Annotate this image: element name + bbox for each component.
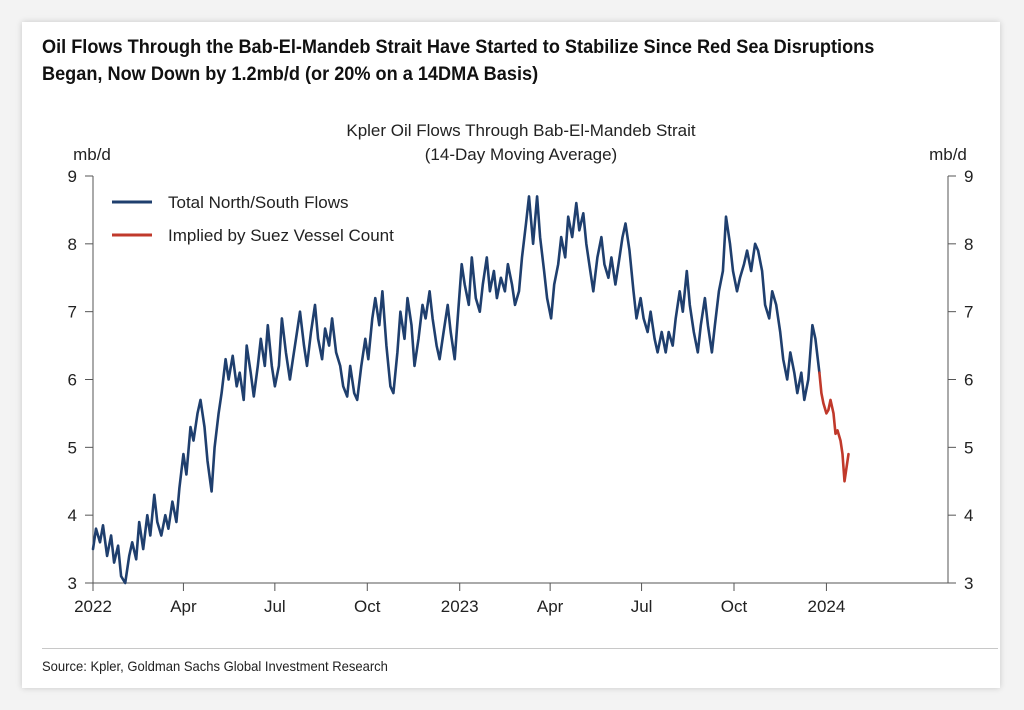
x-tick-label: Oct bbox=[354, 597, 381, 616]
y-tick-label-left: 3 bbox=[68, 574, 77, 593]
y-tick-label-left: 4 bbox=[68, 506, 77, 525]
y-tick-label-right: 3 bbox=[964, 574, 973, 593]
y-tick-label-left: 9 bbox=[68, 167, 77, 186]
y-tick-label-left: 6 bbox=[68, 371, 77, 390]
x-tick-label: 2022 bbox=[74, 597, 112, 616]
y-tick-label-right: 4 bbox=[964, 506, 973, 525]
y-axis-label-right: mb/d bbox=[929, 145, 967, 164]
y-tick-label-right: 7 bbox=[964, 303, 973, 322]
x-tick-label: Oct bbox=[721, 597, 748, 616]
x-tick-label: Apr bbox=[537, 597, 564, 616]
x-tick-label: Jul bbox=[264, 597, 286, 616]
chart-card: Oil Flows Through the Bab-El-Mandeb Stra… bbox=[22, 22, 1000, 688]
chart-subtitle: (14-Day Moving Average) bbox=[425, 145, 617, 164]
y-tick-label-right: 5 bbox=[964, 438, 973, 457]
legend-label-2: Implied by Suez Vessel Count bbox=[168, 226, 394, 245]
legend: Total North/South Flows Implied by Suez V… bbox=[112, 193, 394, 245]
chart-title: Kpler Oil Flows Through Bab-El-Mandeb St… bbox=[346, 121, 696, 140]
y-axis-label-left: mb/d bbox=[73, 145, 111, 164]
x-tick-label: 2023 bbox=[441, 597, 479, 616]
series-line-1 bbox=[91, 195, 821, 585]
x-tick-label: 2024 bbox=[808, 597, 846, 616]
y-tick-label-left: 8 bbox=[68, 235, 77, 254]
footer-divider bbox=[42, 648, 998, 649]
y-tick-label-right: 6 bbox=[964, 371, 973, 390]
y-tick-label-left: 7 bbox=[68, 303, 77, 322]
x-tick-label: Jul bbox=[631, 597, 653, 616]
y-tick-label-right: 9 bbox=[964, 167, 973, 186]
series-line-2 bbox=[818, 371, 850, 483]
x-tick-label: Apr bbox=[170, 597, 197, 616]
source-note: Source: Kpler, Goldman Sachs Global Inve… bbox=[42, 658, 388, 674]
y-tick-label-right: 8 bbox=[964, 235, 973, 254]
chart-headline: Oil Flows Through the Bab-El-Mandeb Stra… bbox=[42, 36, 875, 85]
legend-label-1: Total North/South Flows bbox=[168, 193, 348, 212]
axes: 3 3 4 4 5 5 6 6 7 7 8 8 9 9 2022 Apr Jul Oct 2023 Apr Jul Oct… bbox=[68, 167, 974, 616]
plot-lines bbox=[91, 195, 850, 585]
y-tick-label-left: 5 bbox=[68, 438, 77, 457]
